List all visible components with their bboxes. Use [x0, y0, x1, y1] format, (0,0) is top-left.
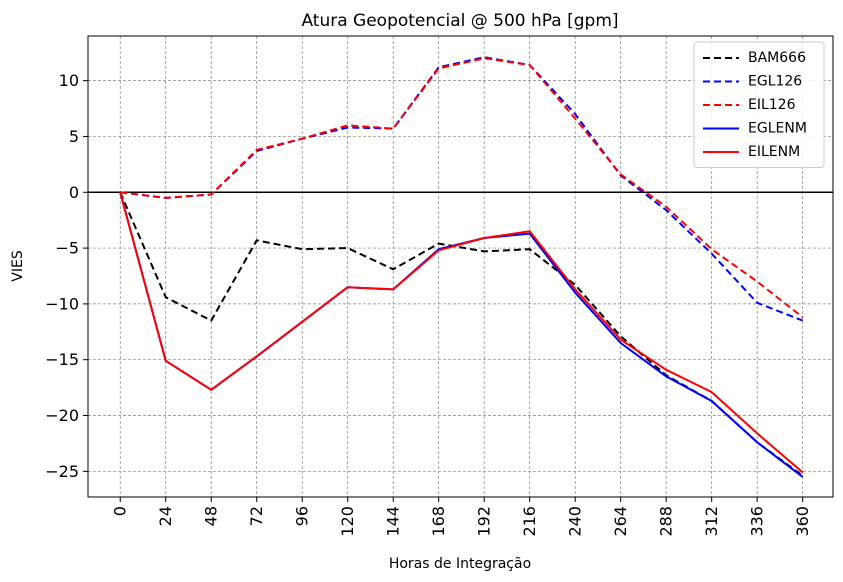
- series-line-eilenm: [119, 192, 804, 474]
- x-tick-label: 48: [202, 506, 221, 526]
- y-tick-label: 5: [69, 127, 79, 146]
- legend-box: [693, 41, 825, 168]
- x-tick-label: 144: [384, 506, 403, 537]
- x-tick-label: 0: [111, 506, 130, 516]
- x-tick-label: 240: [566, 506, 585, 537]
- chart-title: Atura Geopotencial @ 500 hPa [gpm]: [301, 11, 618, 31]
- x-tick-label: 168: [429, 506, 448, 537]
- legend-label-eilenm: EILENM: [748, 144, 800, 160]
- legend-label-egl126: EGL126: [748, 74, 802, 90]
- x-tick-label: 216: [520, 506, 539, 537]
- y-axis-label: VIES: [10, 250, 26, 282]
- x-tick-label: 24: [156, 506, 175, 526]
- series-line-bam666: [119, 191, 804, 477]
- series-line-eil126: [120, 57, 804, 319]
- y-tick-label: 0: [69, 183, 79, 202]
- y-tick-label: −15: [45, 350, 79, 369]
- x-tick-label: 120: [338, 506, 357, 537]
- y-tick-label: 10: [59, 71, 79, 90]
- series-group: [119, 56, 804, 478]
- y-tick-label: −10: [45, 294, 79, 313]
- x-axis: 0 24 48 72 96 120 144 168 192 216 240 264 288 312 336 3…: [111, 497, 812, 537]
- x-tick-label: 264: [611, 506, 630, 537]
- y-tick-label: −5: [55, 239, 79, 258]
- x-axis-label: Horas de Integração: [389, 556, 531, 572]
- x-tick-label: 96: [293, 506, 312, 526]
- x-tick-label: 288: [657, 506, 676, 537]
- x-tick-label: 336: [748, 506, 767, 537]
- x-tick-label: 72: [247, 506, 266, 526]
- y-tick-label: −25: [45, 462, 79, 481]
- x-tick-label: 192: [475, 506, 494, 537]
- legend-label-bam666: BAM666: [748, 50, 806, 66]
- series-line-eglenm: [119, 192, 804, 478]
- plot-frame: [87, 35, 834, 498]
- x-tick-label: 312: [702, 506, 721, 537]
- x-tick-label: 360: [793, 506, 812, 537]
- legend-label-eglenm: EGLENM: [748, 121, 807, 137]
- legend-label-eil126: EIL126: [748, 97, 796, 113]
- y-tick-label: −20: [45, 406, 79, 425]
- y-axis: −25 −20 −15 −10 −5 0 5 10: [45, 71, 88, 481]
- legend: BAM666 EGL126 EIL126 EGLENM EILENM: [693, 41, 825, 168]
